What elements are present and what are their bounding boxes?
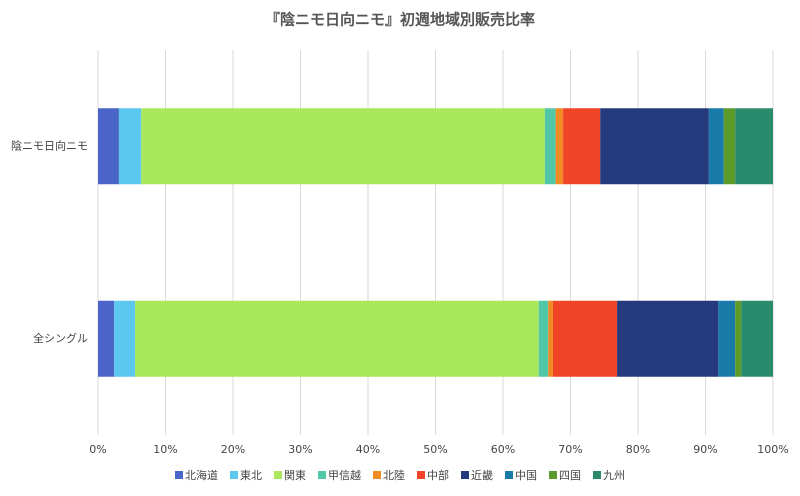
legend-label: 甲信越 [328,468,361,482]
bar-segment [741,300,773,377]
x-tick-label: 20% [221,443,245,456]
legend-swatch [417,471,425,479]
legend-label: 関東 [284,469,306,482]
legend-label: 九州 [603,469,625,482]
legend-label: 東北 [240,469,262,482]
legend-label: 近畿 [471,468,493,482]
legend-swatch [549,471,557,479]
x-tick-label: 0% [89,443,106,456]
bar-segment [617,300,719,377]
bar-segment [735,300,742,377]
x-tick-label: 100% [757,443,788,456]
legend-swatch [373,471,381,479]
legend-label: 中国 [515,469,537,482]
chart-title: 『陰ニモ日向ニモ』初週地域別販売比率 [265,11,535,29]
legend-label: 中部 [427,468,449,482]
bar-segment [552,300,618,377]
bar-segment [544,108,556,185]
legend-swatch [274,471,282,479]
x-tick-label: 70% [558,443,582,456]
bar-segment [98,108,119,185]
bar-segment [735,108,773,185]
legend-label: 北陸 [383,469,405,482]
y-tick-label: 全シングル [33,331,88,345]
legend-label: 北海道 [185,468,218,482]
bar-segment [600,108,709,185]
legend-swatch [175,471,183,479]
legend-label: 四国 [559,469,581,482]
x-tick-label: 50% [423,443,447,456]
bar-segment [538,300,549,377]
legend-swatch [230,471,238,479]
bar-segment [708,108,724,185]
bar-segment [718,300,736,377]
legend-swatch [461,471,469,479]
x-tick-label: 60% [491,443,515,456]
x-tick-label: 40% [356,443,380,456]
bar-segment [118,108,142,185]
x-tick-label: 30% [288,443,312,456]
bar-segment [555,108,564,185]
bar-segment [114,300,136,377]
x-tick-label: 80% [626,443,650,456]
bar-segment [548,300,553,377]
bar-segment [141,108,545,185]
bar-segment [723,108,736,185]
legend: 北海道 東北 関東 甲信越 北陸 中部 近畿 中国 四国 九州 [175,468,625,482]
bar-segment [98,300,115,377]
bar-segment [563,108,601,185]
legend-swatch [318,471,326,479]
x-tick-label: 10% [153,443,177,456]
bar-segment [135,300,539,377]
x-tick-label: 90% [693,443,717,456]
legend-swatch [593,471,601,479]
y-tick-label: 陰ニモ日向ニモ [11,138,88,152]
legend-swatch [505,471,513,479]
